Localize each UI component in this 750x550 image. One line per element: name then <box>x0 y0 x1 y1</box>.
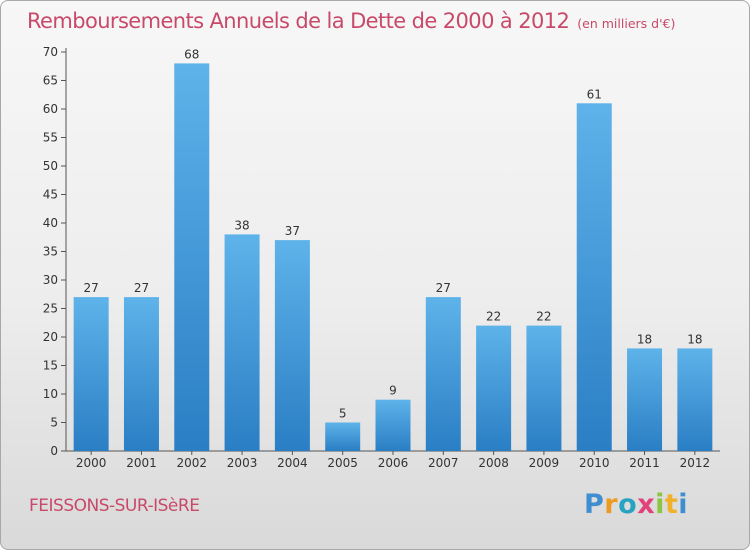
bar-value-label: 18 <box>637 332 652 346</box>
bar <box>627 348 663 451</box>
y-tick-label: 65 <box>43 74 58 88</box>
bar <box>476 325 512 451</box>
bar <box>375 399 411 451</box>
y-tick-label: 0 <box>50 444 58 458</box>
y-tick-label: 40 <box>43 216 58 230</box>
bar <box>325 422 361 451</box>
y-tick-label: 15 <box>43 359 58 373</box>
logo-letter: o <box>618 489 638 520</box>
x-tick-label: 2011 <box>629 456 660 470</box>
bar <box>224 234 260 451</box>
x-tick-label: 2002 <box>176 456 207 470</box>
bar-value-label: 22 <box>486 310 501 324</box>
logo-letter: i <box>678 489 689 520</box>
x-tick-label: 2003 <box>227 456 258 470</box>
bar <box>274 240 310 451</box>
proxiti-logo: Proxiti <box>584 489 688 520</box>
y-tick-label: 30 <box>43 273 58 287</box>
bar-value-label: 61 <box>587 87 602 101</box>
x-tick-label: 2010 <box>579 456 610 470</box>
bar <box>425 297 461 451</box>
bar <box>526 325 562 451</box>
bar <box>174 63 210 452</box>
logo-letter: x <box>637 489 656 520</box>
x-tick-label: 2005 <box>327 456 358 470</box>
bar <box>677 348 713 451</box>
bar-value-label: 18 <box>687 332 702 346</box>
bar-value-label: 37 <box>285 224 300 238</box>
y-tick-label: 5 <box>50 416 58 430</box>
chart-title: Remboursements Annuels de la Dette de 20… <box>27 9 675 33</box>
bar <box>123 297 159 451</box>
y-tick-label: 25 <box>43 302 58 316</box>
bar-value-label: 22 <box>536 310 551 324</box>
bar-value-label: 27 <box>436 281 451 295</box>
logo-letter: i <box>655 489 665 520</box>
x-tick-label: 2008 <box>478 456 509 470</box>
bar-value-label: 68 <box>184 47 199 61</box>
bar-value-label: 38 <box>234 218 249 232</box>
logo-letter: P <box>584 489 605 520</box>
x-tick-label: 2001 <box>126 456 157 470</box>
bar-value-label: 27 <box>84 281 99 295</box>
bar-value-label: 9 <box>389 384 397 398</box>
logo-letter: r <box>604 489 619 520</box>
y-tick-label: 55 <box>43 131 58 145</box>
bar-value-label: 5 <box>339 407 347 421</box>
x-tick-label: 2007 <box>428 456 459 470</box>
y-tick-label: 10 <box>43 387 58 401</box>
y-tick-label: 60 <box>43 102 58 116</box>
y-tick-label: 45 <box>43 188 58 202</box>
x-tick-label: 2009 <box>529 456 560 470</box>
y-tick-label: 20 <box>43 330 58 344</box>
x-tick-label: 2004 <box>277 456 308 470</box>
y-tick-label: 50 <box>43 159 58 173</box>
bar <box>576 103 612 452</box>
logo-letter: t <box>664 489 679 520</box>
chart-unit: (en milliers d'€) <box>577 16 676 31</box>
bar <box>73 297 109 451</box>
chart-title-text: Remboursements Annuels de la Dette de 20… <box>27 9 570 33</box>
commune-name: FEISSONS-SUR-ISèRE <box>29 496 200 516</box>
x-tick-label: 2000 <box>76 456 107 470</box>
bar-value-label: 27 <box>134 281 149 295</box>
y-tick-label: 35 <box>43 245 58 259</box>
x-tick-label: 2012 <box>680 456 711 470</box>
x-tick-label: 2006 <box>378 456 409 470</box>
y-tick-label: 70 <box>43 45 58 59</box>
